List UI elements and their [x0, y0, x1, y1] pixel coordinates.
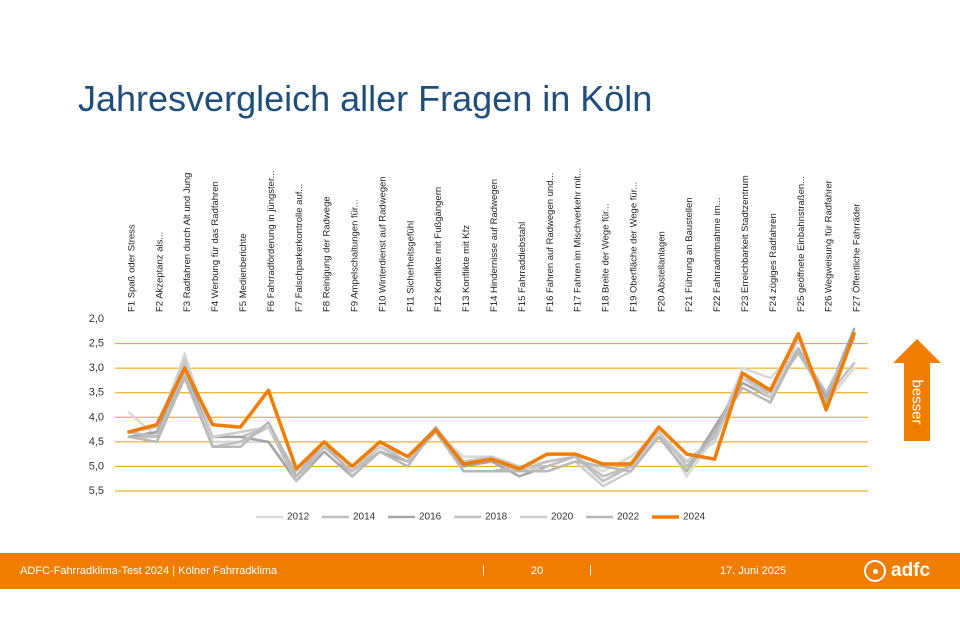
category-label: F23 Erreichbarkeit Stadtzentrum [740, 175, 751, 312]
gridlines [115, 343, 868, 492]
category-label: F12 Konflikte mit Fußgängern [433, 187, 444, 312]
category-label: F17 Fahren im Mischverkehr mit... [573, 168, 584, 312]
logo-text: adfc [891, 560, 931, 581]
category-label: F20 Abstellanlagen [656, 231, 667, 312]
logo-circle-icon [864, 560, 886, 582]
category-label: F25 geöffnete Einbahnstraßen... [796, 176, 807, 312]
series-line-2022 [127, 332, 856, 478]
category-labels: F1 Spaß oder Stress F2 Akzeptanz als... F3… [126, 168, 862, 312]
category-label: F3 Radfahren durch Alt und Jung [182, 173, 193, 312]
slide-title: Jahresvergleich aller Fragen in Köln [78, 78, 653, 119]
category-label: F14 Hindernisse auf Radwegen [489, 179, 500, 312]
adfc-logo: adfc [864, 558, 930, 584]
category-label: F24 zügiges Radfahren [768, 213, 779, 312]
legend-label: 2022 [617, 512, 640, 523]
category-label: F15 Fahrraddiebstahl [517, 222, 528, 312]
y-tick-label: 2,0 [89, 313, 104, 325]
category-label: F10 Winterdienst auf Radwegen [377, 176, 388, 312]
legend-label: 2020 [551, 512, 574, 523]
footer-separator: | [482, 564, 485, 576]
category-label: F22 Fahrradmitnahme im... [712, 197, 723, 312]
y-tick-label: 2,5 [89, 338, 104, 350]
line-chart: 2,0 2,5 3,0 3,5 4,0 4,5 5,0 5,5 F1 Spaß oder St… [89, 168, 941, 523]
footer-bar: ADFC-Fahrradklima-Test 2024 | Kölner Fah… [0, 553, 960, 589]
legend-label: 2018 [485, 512, 508, 523]
category-label: F18 Breite der Wege für... [601, 203, 612, 312]
footer-separator: | [589, 564, 592, 576]
category-label: F21 Führung an Baustellen [684, 197, 695, 312]
category-label: F26 Wegweisung für Radfahrer [824, 180, 835, 312]
legend-label: 2024 [683, 512, 706, 523]
category-label: F16 Fahren auf Radwegen und... [545, 173, 556, 312]
series-lines [127, 327, 856, 488]
besser-arrow-shape [893, 339, 941, 441]
legend-label: 2012 [287, 512, 310, 523]
y-tick-labels: 2,0 2,5 3,0 3,5 4,0 4,5 5,0 5,5 [89, 313, 104, 497]
y-tick-label: 4,5 [89, 436, 104, 448]
category-label: F4 Werbung für das Radfahren [210, 181, 221, 312]
category-label: F2 Akzeptanz als... [154, 232, 165, 312]
category-label: F11 Sicherheitsgefühl [405, 221, 416, 312]
category-label: F13 Konflikte mit Kfz [461, 225, 472, 312]
besser-arrow: besser [893, 339, 941, 441]
footer-date: 17. Juni 2025 [720, 565, 787, 577]
y-tick-label: 3,0 [89, 362, 104, 374]
legend-label: 2014 [353, 512, 376, 523]
besser-label: besser [909, 379, 926, 424]
category-label: F8 Reinigung der Radwege [322, 196, 333, 312]
series-line-2020 [127, 332, 856, 488]
y-tick-label: 5,0 [89, 460, 104, 472]
y-tick-label: 5,5 [89, 485, 104, 497]
series-line-2024 [127, 331, 856, 471]
category-label: F5 Medienberichte [238, 233, 249, 312]
category-label: F7 Falschparkerkontrolle auf... [294, 184, 305, 312]
footer-title: ADFC-Fahrradklima-Test 2024 | Kölner Fah… [20, 565, 278, 577]
category-label: F9 Ampelschaltungen für... [350, 200, 361, 312]
legend: 2012 2014 2016 2018 2020 2022 2024 [256, 512, 706, 523]
page-number: 20 [531, 565, 544, 577]
y-tick-label: 4,0 [89, 411, 104, 423]
y-tick-label: 3,5 [89, 387, 104, 399]
category-label: F1 Spaß oder Stress [126, 224, 137, 312]
category-label: F19 Oberfläche der Wege für... [628, 182, 639, 312]
category-label: F6 Fahrradförderung in jüngster... [266, 170, 277, 312]
legend-label: 2016 [419, 512, 442, 523]
category-label: F27 Öffentliche Fahrräder [852, 203, 863, 312]
